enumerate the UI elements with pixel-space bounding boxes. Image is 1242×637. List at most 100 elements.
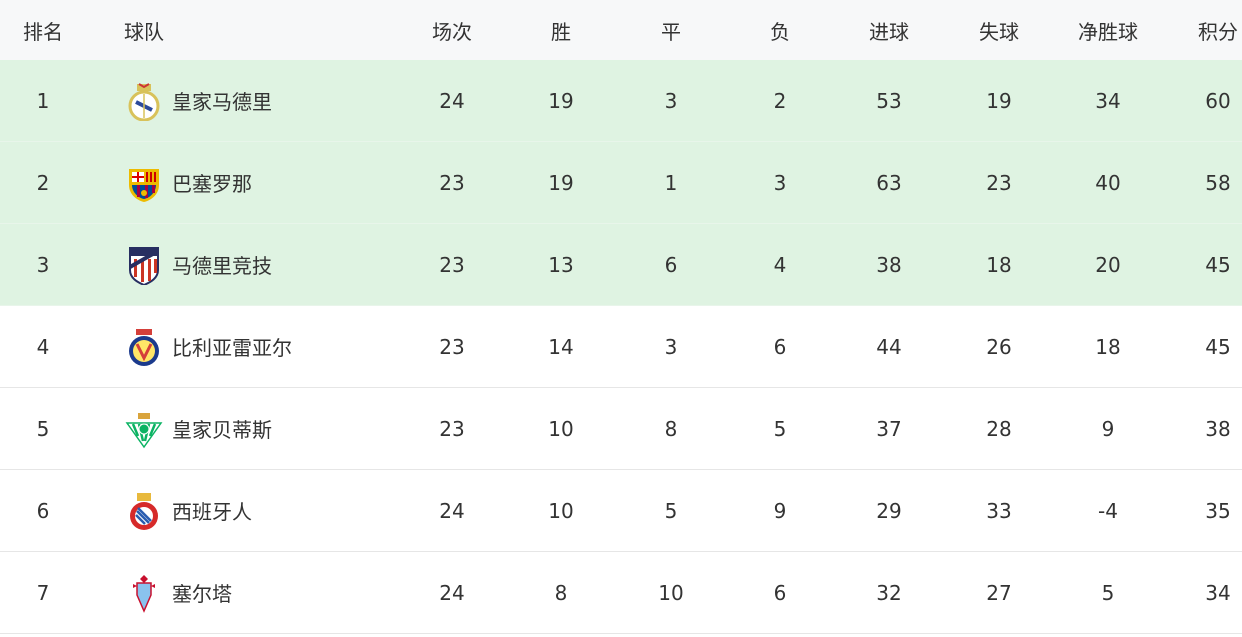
- team-name[interactable]: 马德里竞技: [172, 254, 272, 278]
- rank: 3: [36, 252, 50, 277]
- villarreal-crest-icon: [129, 328, 159, 366]
- goal-difference: 40: [1095, 170, 1121, 195]
- drawn: 1: [664, 170, 678, 195]
- team-name[interactable]: 西班牙人: [172, 500, 252, 524]
- header-goal-difference[interactable]: 净胜球: [1078, 19, 1138, 44]
- goals-against: 19: [986, 88, 1012, 113]
- goal-difference: 5: [1101, 580, 1115, 605]
- drawn: 6: [664, 252, 678, 277]
- team-cell[interactable]: 比利亚雷亚尔: [125, 306, 292, 387]
- header-goals-against[interactable]: 失球: [979, 19, 1019, 44]
- goals-for: 44: [876, 334, 902, 359]
- rank: 4: [36, 334, 50, 359]
- goals-against: 27: [986, 580, 1012, 605]
- lost: 4: [773, 252, 787, 277]
- points: 38: [1205, 416, 1231, 441]
- goal-difference: 34: [1095, 88, 1121, 113]
- points: 45: [1205, 334, 1231, 359]
- drawn: 5: [664, 498, 678, 523]
- won: 8: [554, 580, 568, 605]
- points: 34: [1205, 580, 1231, 605]
- points: 35: [1205, 498, 1231, 523]
- goals-against: 33: [986, 498, 1012, 523]
- header-points[interactable]: 积分: [1198, 19, 1238, 44]
- team-name[interactable]: 皇家贝蒂斯: [172, 418, 272, 442]
- team-cell[interactable]: 西班牙人: [125, 470, 252, 551]
- goal-difference: 20: [1095, 252, 1121, 277]
- header-lost[interactable]: 负: [770, 19, 790, 44]
- team-cell[interactable]: 巴塞罗那: [125, 142, 252, 223]
- drawn: 8: [664, 416, 678, 441]
- table-header: 排名 球队 场次 胜 平 负 进球 失球 净胜球 积分: [0, 0, 1242, 60]
- won: 19: [548, 170, 574, 195]
- goals-for: 53: [876, 88, 902, 113]
- team-name[interactable]: 巴塞罗那: [172, 172, 252, 196]
- team-cell[interactable]: 塞尔塔: [125, 552, 232, 633]
- team-cell[interactable]: 皇家马德里: [125, 60, 272, 141]
- won: 10: [548, 416, 574, 441]
- header-team[interactable]: 球队: [124, 19, 164, 44]
- lost: 3: [773, 170, 787, 195]
- real-madrid-crest-icon: [128, 82, 160, 121]
- goal-difference: -4: [1098, 498, 1118, 523]
- celta-vigo-crest-icon: [133, 574, 155, 613]
- goals-for: 37: [876, 416, 902, 441]
- won: 13: [548, 252, 574, 277]
- team-cell[interactable]: 皇家贝蒂斯: [125, 388, 272, 469]
- drawn: 3: [664, 334, 678, 359]
- rank: 5: [36, 416, 50, 441]
- played: 23: [439, 252, 465, 277]
- table-row[interactable]: 6 西班牙人 24 10 5 9 29 33 -4 35: [0, 470, 1242, 552]
- points: 60: [1205, 88, 1231, 113]
- header-goals-for[interactable]: 进球: [869, 19, 909, 44]
- lost: 9: [773, 498, 787, 523]
- lost: 5: [773, 416, 787, 441]
- table-row[interactable]: 7 塞尔塔 24 8 10 6 32 27 5 34: [0, 552, 1242, 634]
- played: 24: [439, 88, 465, 113]
- won: 19: [548, 88, 574, 113]
- header-drawn[interactable]: 平: [661, 19, 681, 44]
- points: 45: [1205, 252, 1231, 277]
- lost: 6: [773, 334, 787, 359]
- played: 24: [439, 498, 465, 523]
- goals-against: 26: [986, 334, 1012, 359]
- goal-difference: 18: [1095, 334, 1121, 359]
- team-name[interactable]: 比利亚雷亚尔: [172, 336, 292, 360]
- won: 10: [548, 498, 574, 523]
- atletico-madrid-crest-icon: [129, 246, 159, 285]
- espanyol-crest-icon: [130, 492, 158, 530]
- table-row[interactable]: 1 皇家马德里 24 19 3 2 53 19 34 60: [0, 60, 1242, 142]
- lost: 2: [773, 88, 787, 113]
- table-row[interactable]: 4 比利亚雷亚尔 23 14 3 6 44 26 18 45: [0, 306, 1242, 388]
- points: 58: [1205, 170, 1231, 195]
- won: 14: [548, 334, 574, 359]
- team-cell[interactable]: 马德里竞技: [125, 224, 272, 305]
- rank: 7: [36, 580, 50, 605]
- goals-for: 32: [876, 580, 902, 605]
- goals-for: 63: [876, 170, 902, 195]
- team-name[interactable]: 皇家马德里: [172, 90, 272, 114]
- goal-difference: 9: [1101, 416, 1115, 441]
- table-row[interactable]: 2 巴塞罗那 23 19 1 3 63 23 40 58: [0, 142, 1242, 224]
- played: 24: [439, 580, 465, 605]
- goals-for: 38: [876, 252, 902, 277]
- team-name[interactable]: 塞尔塔: [172, 582, 232, 606]
- played: 23: [439, 170, 465, 195]
- goals-against: 23: [986, 170, 1012, 195]
- goals-against: 28: [986, 416, 1012, 441]
- header-rank[interactable]: 排名: [23, 19, 63, 44]
- header-won[interactable]: 胜: [551, 19, 571, 44]
- table-row[interactable]: 3 马德里竞技 23 13 6 4 38 18 20 45: [0, 224, 1242, 306]
- drawn: 10: [658, 580, 684, 605]
- barcelona-crest-icon: [129, 168, 159, 202]
- lost: 6: [773, 580, 787, 605]
- real-betis-crest-icon: [125, 412, 163, 448]
- drawn: 3: [664, 88, 678, 113]
- header-played[interactable]: 场次: [432, 19, 472, 44]
- table-row[interactable]: 5 皇家贝蒂斯 23 10 8 5 37 28 9 38: [0, 388, 1242, 470]
- goals-against: 18: [986, 252, 1012, 277]
- rank: 2: [36, 170, 50, 195]
- rank: 6: [36, 498, 50, 523]
- goals-for: 29: [876, 498, 902, 523]
- played: 23: [439, 334, 465, 359]
